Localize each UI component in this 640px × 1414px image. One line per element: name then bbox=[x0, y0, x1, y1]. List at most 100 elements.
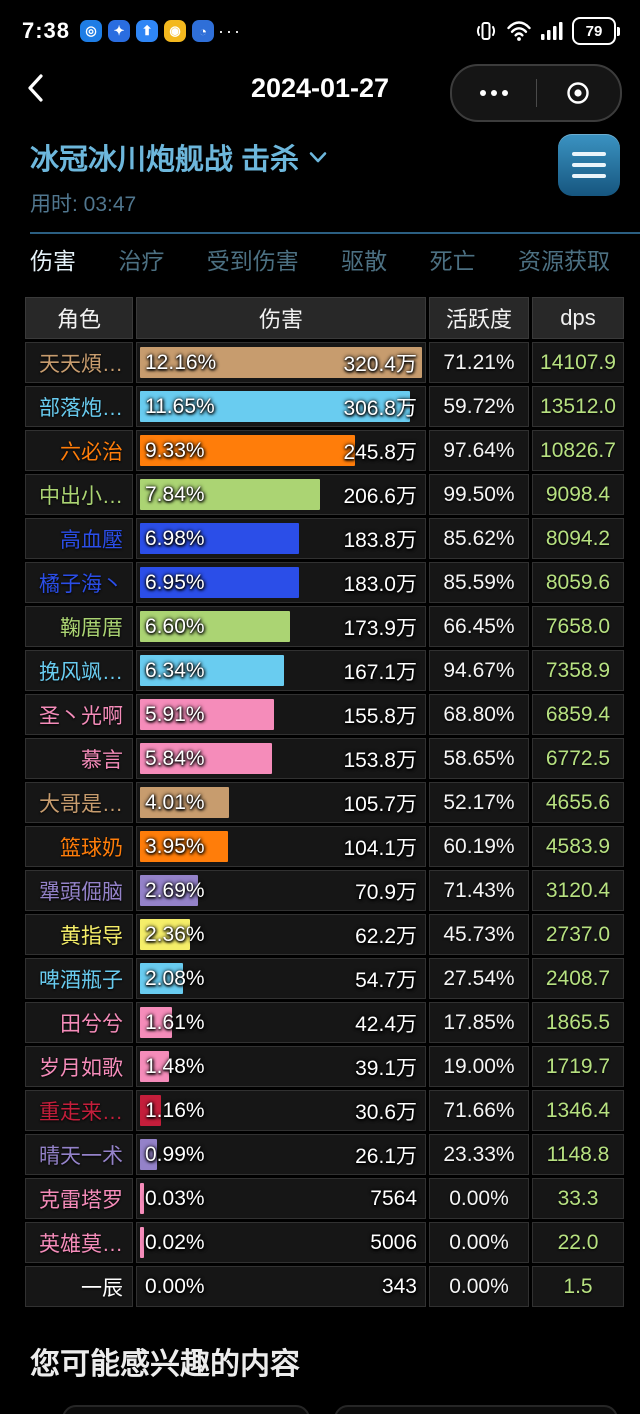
damage-bar bbox=[140, 655, 285, 686]
damage-value: 104.1万 bbox=[343, 836, 417, 860]
dps-value: 3120.4 bbox=[532, 870, 624, 911]
report-header: 冰冠冰川炮舰战 击杀 用时: 03:47 bbox=[0, 120, 640, 234]
damage-bar bbox=[140, 831, 228, 862]
recommend-heading: 您可能感兴趣的内容 bbox=[30, 1348, 300, 1381]
activity-percent: 66.45% bbox=[429, 606, 529, 647]
table-row[interactable]: 克雷塔罗 0.03% 7564 0.00% 33.3 bbox=[25, 1178, 624, 1219]
tab-治疗[interactable]: 治疗 bbox=[118, 248, 165, 274]
dps-value: 1346.4 bbox=[532, 1090, 624, 1131]
header-dps: dps bbox=[532, 297, 624, 339]
damage-value: 167.1万 bbox=[343, 660, 417, 684]
status-bar: 7:38 ◎ ✦ ⬆ ◉ ◔ ··· 79 bbox=[0, 0, 640, 56]
tab-驱散[interactable]: 驱散 bbox=[341, 248, 388, 274]
notification-app-1-icon: ◎ bbox=[80, 20, 103, 42]
clock-time: 7:38 bbox=[22, 18, 71, 43]
activity-percent: 85.59% bbox=[429, 562, 529, 603]
dps-value: 9098.4 bbox=[532, 474, 624, 515]
player-name: 中出小… bbox=[25, 474, 133, 515]
table-row[interactable]: 六必治 9.33% 245.8万 97.64% 10826.7 bbox=[25, 430, 624, 471]
tab-受到伤害[interactable]: 受到伤害 bbox=[206, 248, 299, 274]
activity-percent: 59.72% bbox=[429, 386, 529, 427]
recommend-card-1[interactable]: 周期活动 霜之哀伤 bbox=[62, 1405, 310, 1414]
damage-bar bbox=[140, 1051, 170, 1082]
damage-cell: 6.34% 167.1万 bbox=[136, 650, 426, 691]
activity-percent: 19.00% bbox=[429, 1046, 529, 1087]
tab-伤害[interactable]: 伤害 bbox=[30, 248, 76, 274]
table-row[interactable]: 部落炮… 11.65% 306.8万 59.72% 13512.0 bbox=[25, 386, 624, 427]
tab-资源获取[interactable]: 资源获取 bbox=[517, 248, 610, 274]
table-row[interactable]: 晴天一术 0.99% 26.1万 23.33% 1148.8 bbox=[25, 1134, 624, 1175]
back-button[interactable] bbox=[18, 70, 52, 106]
table-row[interactable]: 橘子海丶 6.95% 183.0万 85.59% 8059.6 bbox=[25, 562, 624, 603]
damage-cell: 6.95% 183.0万 bbox=[136, 562, 426, 603]
damage-bar bbox=[140, 611, 291, 642]
player-name: 啤酒瓶子 bbox=[25, 958, 133, 999]
damage-bar bbox=[140, 1007, 173, 1038]
activity-percent: 45.73% bbox=[429, 914, 529, 955]
table-row[interactable]: 重走来… 1.16% 30.6万 71.66% 1346.4 bbox=[25, 1090, 624, 1131]
activity-percent: 58.65% bbox=[429, 738, 529, 779]
dps-value: 33.3 bbox=[532, 1178, 624, 1219]
recommend-card-2[interactable]: S bbox=[334, 1405, 618, 1414]
table-row[interactable]: 挽风飒… 6.34% 167.1万 94.67% 7358.9 bbox=[25, 650, 624, 691]
table-row[interactable]: 慕言 5.84% 153.8万 58.65% 6772.5 bbox=[25, 738, 624, 779]
player-name: 鞠厝厝 bbox=[25, 606, 133, 647]
damage-value: 105.7万 bbox=[343, 792, 417, 816]
activity-percent: 52.17% bbox=[429, 782, 529, 823]
table-row[interactable]: 一辰 0.00% 343 0.00% 1.5 bbox=[25, 1266, 624, 1307]
dps-value: 4655.6 bbox=[532, 782, 624, 823]
player-name: 部落炮… bbox=[25, 386, 133, 427]
metric-tabs: 伤害 治疗 受到伤害 驱散 死亡 资源获取 bbox=[0, 234, 640, 284]
damage-bar bbox=[140, 523, 300, 554]
damage-bar bbox=[140, 1227, 144, 1258]
table-row[interactable]: 篮球奶 3.95% 104.1万 60.19% 4583.9 bbox=[25, 826, 624, 867]
damage-percent: 9.33% bbox=[145, 438, 205, 462]
table-row[interactable]: 英雄莫… 0.02% 5006 0.00% 22.0 bbox=[25, 1222, 624, 1263]
table-row[interactable]: 大哥是… 4.01% 105.7万 52.17% 4655.6 bbox=[25, 782, 624, 823]
battery-level: 79 bbox=[572, 17, 616, 45]
damage-value: 62.2万 bbox=[355, 924, 417, 948]
player-name: 黄指导 bbox=[25, 914, 133, 955]
tab-死亡[interactable]: 死亡 bbox=[429, 248, 476, 274]
damage-bar bbox=[140, 875, 198, 906]
damage-bar bbox=[140, 1183, 144, 1214]
table-row[interactable]: 黄指导 2.36% 62.2万 45.73% 2737.0 bbox=[25, 914, 624, 955]
damage-cell: 1.48% 39.1万 bbox=[136, 1046, 426, 1087]
capsule-close-button[interactable] bbox=[537, 80, 621, 106]
table-row[interactable]: 犟頭倔脑 2.69% 70.9万 71.43% 3120.4 bbox=[25, 870, 624, 911]
wifi-icon bbox=[506, 20, 532, 42]
damage-value: 153.8万 bbox=[343, 748, 417, 772]
activity-percent: 27.54% bbox=[429, 958, 529, 999]
table-row[interactable]: 天天煩… 12.16% 320.4万 71.21% 14107.9 bbox=[25, 342, 624, 383]
boss-selector[interactable]: 冰冠冰川炮舰战 击杀 bbox=[30, 136, 640, 178]
boss-title: 冰冠冰川炮舰战 击杀 bbox=[30, 144, 300, 176]
player-name: 一辰 bbox=[25, 1266, 133, 1307]
table-row[interactable]: 啤酒瓶子 2.08% 54.7万 27.54% 2408.7 bbox=[25, 958, 624, 999]
player-name: 天天煩… bbox=[25, 342, 133, 383]
dps-value: 1148.8 bbox=[532, 1134, 624, 1175]
table-row[interactable]: 圣丶光啊 5.91% 155.8万 68.80% 6859.4 bbox=[25, 694, 624, 735]
player-name: 犟頭倔脑 bbox=[25, 870, 133, 911]
dps-value: 1.5 bbox=[532, 1266, 624, 1307]
table-row[interactable]: 高血壓 6.98% 183.8万 85.62% 8094.2 bbox=[25, 518, 624, 559]
battery-icon: 79 bbox=[572, 17, 620, 45]
damage-cell: 6.98% 183.8万 bbox=[136, 518, 426, 559]
activity-percent: 0.00% bbox=[429, 1222, 529, 1263]
menu-button[interactable] bbox=[558, 134, 620, 196]
table-row[interactable]: 岁月如歌 1.48% 39.1万 19.00% 1719.7 bbox=[25, 1046, 624, 1087]
dps-value: 8059.6 bbox=[532, 562, 624, 603]
damage-cell: 5.91% 155.8万 bbox=[136, 694, 426, 735]
table-row[interactable]: 中出小… 7.84% 206.6万 99.50% 9098.4 bbox=[25, 474, 624, 515]
damage-bar bbox=[140, 699, 274, 730]
header-damage: 伤害 bbox=[136, 297, 426, 339]
activity-percent: 23.33% bbox=[429, 1134, 529, 1175]
dps-value: 8094.2 bbox=[532, 518, 624, 559]
notification-app-3-icon: ⬆ bbox=[136, 20, 159, 42]
capsule-more-button[interactable] bbox=[452, 90, 536, 96]
table-row[interactable]: 鞠厝厝 6.60% 173.9万 66.45% 7658.0 bbox=[25, 606, 624, 647]
activity-percent: 71.43% bbox=[429, 870, 529, 911]
page-title-date: 2024-01-27 bbox=[250, 72, 390, 103]
damage-percent: 3.95% bbox=[145, 834, 205, 858]
table-row[interactable]: 田兮兮 1.61% 42.4万 17.85% 1865.5 bbox=[25, 1002, 624, 1043]
notification-app-2-icon: ✦ bbox=[108, 20, 131, 42]
